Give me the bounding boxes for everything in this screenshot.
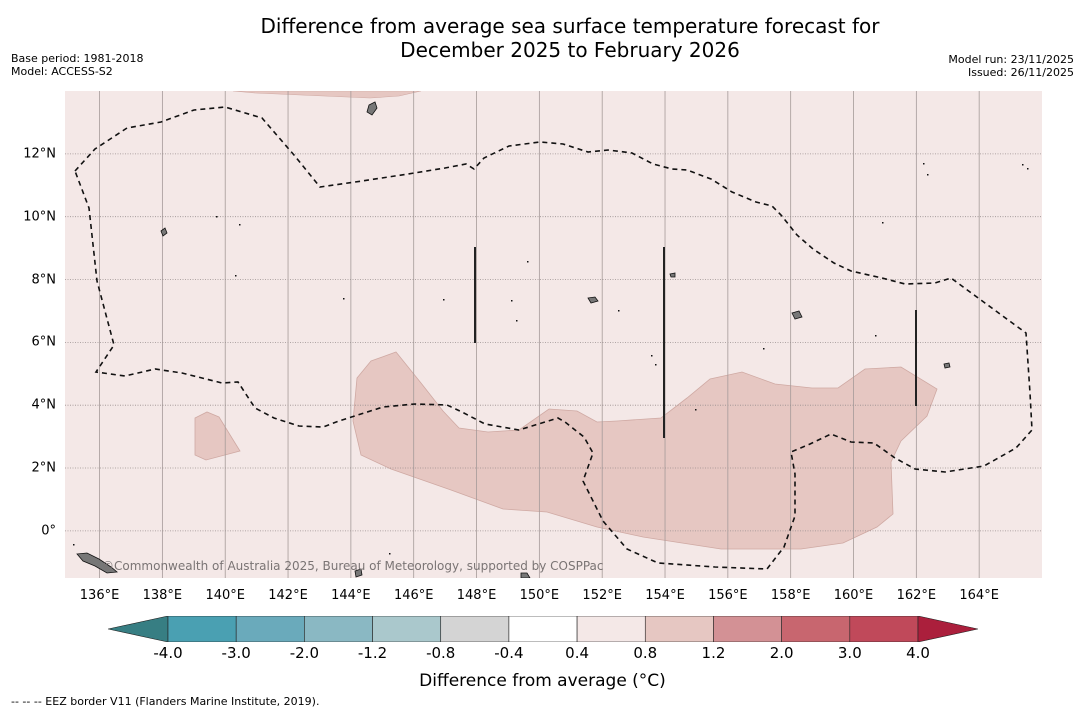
longitude-label: 140°E (205, 588, 245, 603)
colorbar-tick-label: -0.8 (426, 644, 456, 662)
longitude-label: 152°E (582, 588, 622, 603)
title-line-1: Difference from average sea surface temp… (260, 14, 880, 38)
title-line-2: December 2025 to February 2026 (400, 38, 740, 62)
longitude-label: 162°E (896, 588, 937, 603)
longitude-label: 158°E (770, 588, 811, 603)
latitude-label: 10°N (23, 209, 56, 225)
longitude-label: 150°E (519, 588, 560, 603)
gridlines (65, 91, 1042, 578)
colorbar-tick-label: -1.2 (357, 644, 388, 662)
warm-anomaly-patch-small (194, 411, 241, 461)
colorbar-bin (372, 616, 442, 642)
colorbar-tick-label: 3.0 (837, 644, 862, 662)
colorbar-bin (235, 616, 305, 642)
longitude-label: 136°E (79, 588, 120, 603)
colorbar-bin (849, 616, 919, 642)
island-guam (366, 101, 378, 116)
map-panel: ©Commonwealth of Australia 2025, Bureau … (65, 91, 1042, 578)
colorbar-bin (576, 616, 646, 642)
latitude-label: 6°N (31, 334, 57, 350)
longitude-label: 160°E (833, 588, 874, 603)
latitude-label: 0° (41, 523, 56, 539)
colorbar-bin (644, 616, 714, 642)
island-coast (520, 572, 531, 578)
model-name: Model: ACCESS-S2 (11, 65, 113, 78)
warm-anomaly-sliver (232, 91, 422, 99)
colorbar (108, 616, 978, 642)
colorbar-tick-label: -2.0 (289, 644, 319, 662)
meta-left: Base period: 1981-2018 Model: ACCESS-S2 (11, 52, 143, 78)
issued-date: Issued: 26/11/2025 (967, 66, 1074, 79)
colorbar-bin (508, 616, 578, 642)
island-kosrae (943, 362, 951, 369)
colorbar-bin (440, 616, 510, 642)
model-run: Model run: 23/11/2025 (948, 53, 1074, 66)
base-period: Base period: 1981-2018 (11, 52, 144, 65)
longitude-label: 148°E (456, 588, 497, 603)
atoll-dots (73, 163, 1029, 555)
longitude-label: 144°E (331, 588, 371, 603)
colorbar-tick-label: -0.4 (494, 644, 524, 662)
islands (76, 101, 951, 578)
longitude-label: 142°E (268, 588, 308, 603)
longitude-label: 146°E (393, 588, 434, 603)
meta-right: Model run: 23/11/2025 Issued: 26/11/2025 (948, 53, 1074, 79)
island-atoll (669, 272, 676, 278)
colorbar-tick-label: 1.2 (701, 644, 726, 662)
latitude-label: 4°N (31, 397, 57, 413)
colorbar-title: Difference from average (°C) (419, 671, 666, 691)
longitude-label: 138°E (142, 588, 183, 603)
longitude-label: 156°E (708, 588, 748, 603)
colorbar-tick-label: 0.8 (633, 644, 658, 662)
latitude-label: 8°N (31, 272, 57, 288)
colorbar-bin (917, 616, 978, 642)
island-small (160, 227, 168, 237)
eez-footnote: -- -- -- EEZ border V11 (Flanders Marine… (11, 695, 320, 708)
longitude-label: 154°E (645, 588, 685, 603)
colorbar-tick-label: 2.0 (769, 644, 794, 662)
chart-title: Difference from average sea surface temp… (0, 14, 1085, 62)
colorbar-bin (108, 616, 169, 642)
colorbar-bin (304, 616, 373, 642)
copyright-watermark: ©Commonwealth of Australia 2025, Bureau … (102, 559, 604, 573)
latitude-label: 12°N (23, 146, 56, 162)
island-chuuk (587, 296, 599, 304)
colorbar-tick-label: -4.0 (153, 644, 183, 662)
colorbar-tick-label: 0.4 (565, 644, 590, 662)
longitude-label: 164°E (959, 588, 999, 603)
colorbar-bin (781, 616, 851, 642)
latitude-label: 2°N (31, 460, 57, 476)
colorbar-tick-label: 4.0 (906, 644, 930, 662)
colorbar-bin (713, 616, 782, 642)
island-new-guinea (76, 552, 118, 574)
colorbar-tick-label: -3.0 (221, 644, 251, 662)
colorbar-bin (167, 616, 237, 642)
island-manus (354, 568, 363, 578)
island-pohnpei (791, 310, 803, 320)
